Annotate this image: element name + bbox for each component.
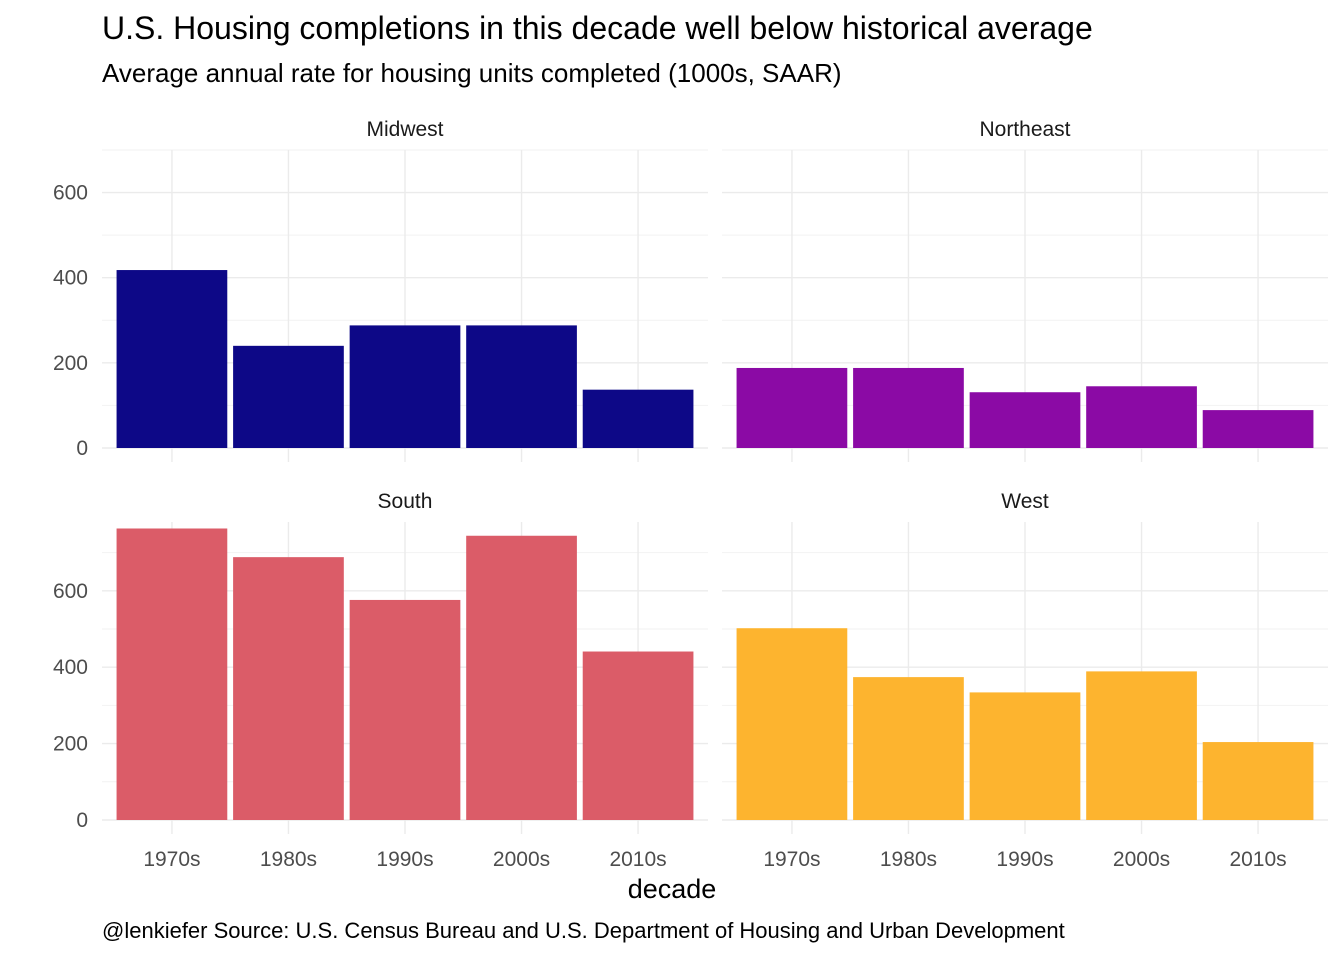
chart-caption: @lenkiefer Source: U.S. Census Bureau an… (102, 918, 1065, 943)
x-tick-label: 1970s (763, 848, 820, 871)
bar-northeast-1970s (736, 367, 848, 448)
bar-south-2010s (582, 651, 694, 820)
bar-midwest-1980s (233, 345, 344, 448)
bar-west-1970s (736, 628, 848, 820)
y-tick-label: 600 (53, 580, 88, 603)
x-tick-label: 2000s (493, 848, 550, 871)
facet-label-northeast: Northeast (979, 118, 1070, 141)
bar-midwest-1990s (349, 325, 461, 448)
y-tick-label: 400 (53, 267, 88, 290)
x-axis-label: decade (627, 874, 717, 904)
bar-midwest-1970s (116, 270, 228, 448)
bar-northeast-2000s (1086, 386, 1197, 448)
x-tick-label: 1970s (143, 848, 200, 871)
panel-south: 0 200 400 600 South 1970s 1980s 1990s 2000s 2010s (53, 490, 708, 871)
bar-west-1980s (853, 677, 964, 820)
y-tick-label: 200 (53, 733, 88, 756)
bar-south-2000s (466, 535, 577, 820)
chart-subtitle: Average annual rate for housing units co… (102, 58, 842, 88)
x-tick-label: 1990s (376, 848, 433, 871)
facet-label-west: West (1001, 490, 1049, 513)
y-tick-label: 0 (76, 809, 88, 832)
facet-label-south: South (378, 490, 433, 513)
x-tick-label: 1980s (260, 848, 317, 871)
bar-west-1990s (969, 692, 1081, 820)
panel-midwest: 0 200 400 600 Midwest (53, 118, 708, 462)
chart-title: U.S. Housing completions in this decade … (102, 10, 1093, 46)
x-tick-label: 2000s (1113, 848, 1170, 871)
bar-northeast-2010s (1202, 410, 1314, 448)
bar-northeast-1990s (969, 392, 1081, 448)
y-tick-label: 200 (53, 352, 88, 375)
x-tick-label: 1990s (996, 848, 1053, 871)
bar-west-2000s (1086, 671, 1197, 820)
facet-label-midwest: Midwest (366, 118, 443, 141)
bar-midwest-2000s (466, 325, 577, 448)
bar-south-1970s (116, 528, 228, 820)
bar-midwest-2010s (582, 389, 694, 448)
bar-northeast-1980s (853, 367, 964, 448)
x-tick-label: 2010s (1229, 848, 1286, 871)
y-tick-label: 600 (53, 182, 88, 205)
y-tick-label: 400 (53, 656, 88, 679)
panel-northeast: Northeast (722, 118, 1328, 462)
bar-south-1990s (349, 599, 461, 820)
panel-west: West 1970s 1980s 1990s 2000s 2010s (722, 490, 1328, 871)
x-tick-label: 1980s (880, 848, 937, 871)
bar-south-1980s (233, 557, 344, 820)
x-tick-label: 2010s (609, 848, 666, 871)
y-tick-label: 0 (76, 437, 88, 460)
bar-west-2010s (1202, 742, 1314, 820)
